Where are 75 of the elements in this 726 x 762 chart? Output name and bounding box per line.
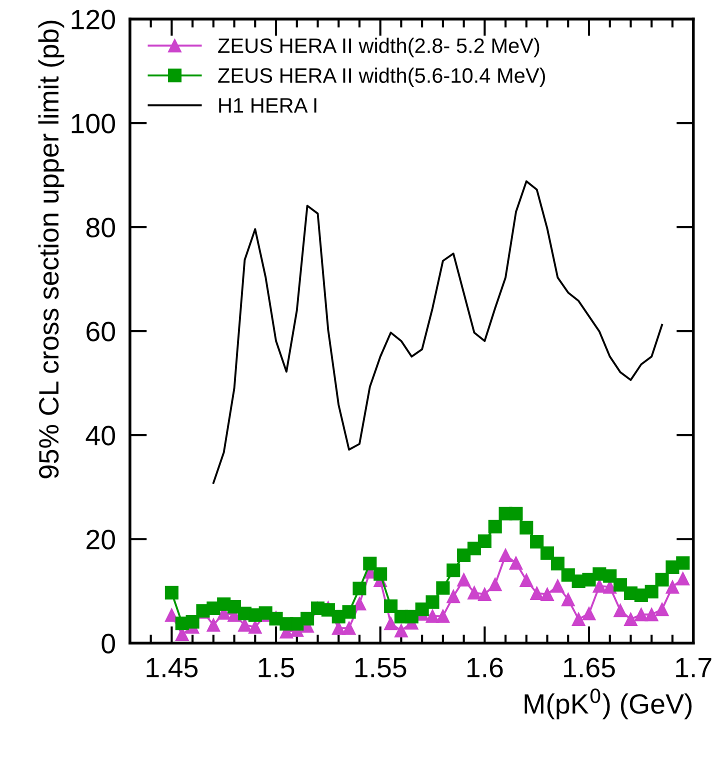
y-axis-title: 95% CL cross section upper limit (pb) — [38, 20, 64, 478]
point — [446, 564, 460, 578]
y-tick-label: 20 — [86, 530, 115, 550]
point — [164, 586, 178, 600]
point — [457, 572, 471, 586]
point — [186, 615, 200, 629]
x-tick-label: 1.6 — [467, 658, 503, 678]
point — [614, 604, 628, 618]
point — [248, 620, 262, 634]
point — [436, 609, 450, 623]
point — [164, 608, 178, 622]
point — [530, 586, 544, 600]
line-series — [212, 180, 664, 484]
x-tick-label: 1.45 — [146, 658, 198, 678]
point — [332, 621, 346, 635]
point — [614, 578, 628, 592]
point — [498, 548, 512, 562]
y-tick-label: 0 — [102, 634, 115, 654]
point — [655, 602, 669, 616]
point — [467, 586, 482, 600]
x-tick-label: 1.5 — [258, 658, 294, 678]
point — [550, 556, 564, 570]
point — [572, 612, 586, 626]
point — [488, 520, 502, 534]
point — [384, 599, 398, 613]
point — [342, 605, 356, 619]
point — [363, 556, 377, 570]
point — [603, 569, 617, 583]
point — [592, 579, 606, 593]
point — [540, 546, 554, 560]
point — [342, 621, 356, 635]
point — [446, 590, 460, 604]
point — [582, 606, 596, 620]
point — [352, 582, 366, 596]
point — [384, 616, 398, 630]
point — [394, 624, 408, 638]
point — [488, 578, 502, 592]
legend-label: ZEUS HERA II width(2.8- 5.2 MeV) — [218, 38, 540, 58]
point — [404, 610, 418, 624]
point — [561, 592, 575, 606]
point — [530, 534, 544, 548]
point — [540, 587, 554, 602]
y-tick-label: 60 — [86, 322, 115, 342]
point — [509, 556, 523, 570]
x-tick-label: 1.55 — [355, 658, 406, 678]
y-tick-label: 120 — [72, 10, 115, 30]
point — [644, 584, 658, 598]
y-tick-label: 100 — [72, 114, 115, 134]
point — [666, 580, 680, 594]
x-tick-label: 1.7 — [676, 658, 712, 678]
y-tick-label: 40 — [86, 426, 115, 446]
point — [624, 612, 638, 626]
legend-label: ZEUS HERA II width(5.6-10.4 MeV) — [218, 68, 545, 88]
point — [520, 573, 534, 587]
point — [676, 556, 690, 570]
point — [300, 612, 314, 626]
point — [550, 579, 564, 593]
y-tick-label: 80 — [86, 218, 115, 238]
point — [509, 506, 523, 520]
point — [520, 520, 534, 534]
x-axis-title: M(pK$^{0}$) (GeV) — [524, 688, 692, 720]
point — [644, 608, 658, 622]
point — [676, 572, 690, 586]
point — [426, 595, 440, 609]
legend-label: H1 HERA I — [219, 98, 316, 113]
point — [478, 587, 492, 602]
point — [478, 534, 492, 548]
point — [206, 618, 220, 632]
point — [426, 609, 440, 623]
point — [238, 618, 252, 632]
point — [374, 567, 388, 581]
x-tick-label: 1.65 — [564, 658, 615, 678]
point — [436, 581, 450, 595]
point — [655, 572, 669, 586]
point — [634, 608, 648, 622]
